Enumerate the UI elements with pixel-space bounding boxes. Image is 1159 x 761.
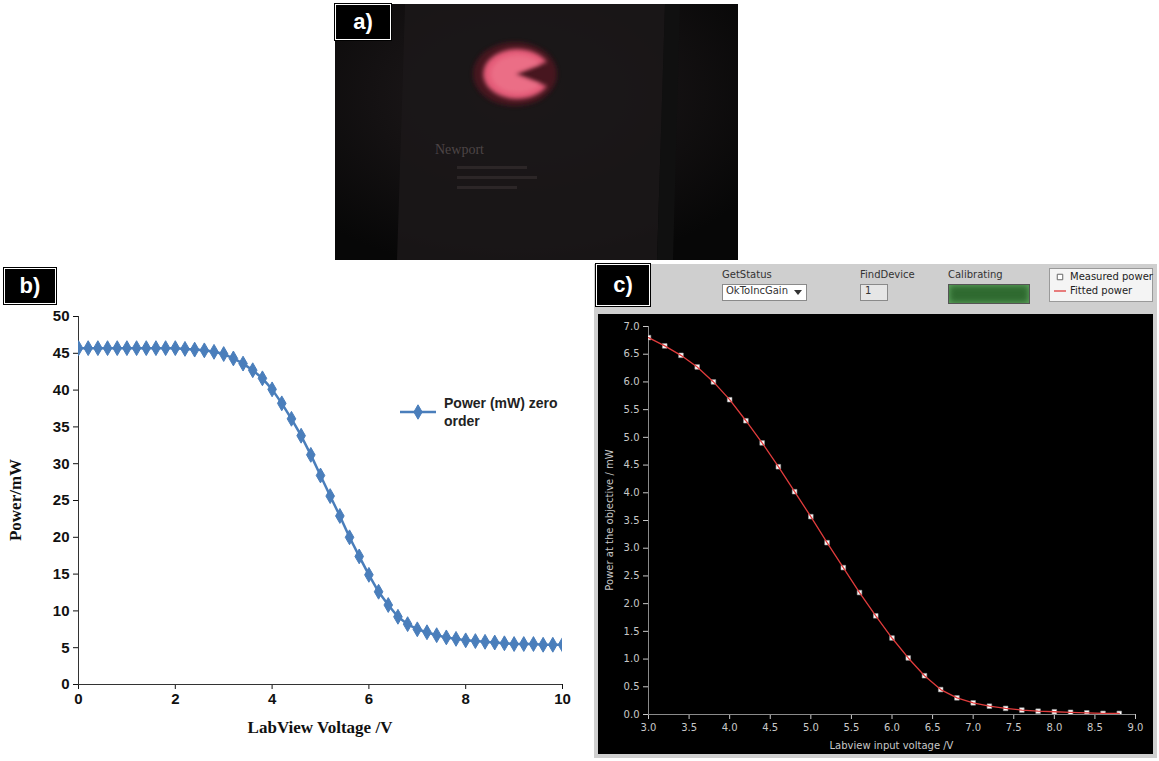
svg-text:5.0: 5.0 <box>624 432 640 443</box>
svg-text:8.0: 8.0 <box>1046 722 1062 733</box>
svg-text:2.0: 2.0 <box>624 598 640 609</box>
svg-text:6.0: 6.0 <box>884 722 900 733</box>
svg-text:3.0: 3.0 <box>641 722 657 733</box>
svg-text:15: 15 <box>53 565 70 582</box>
html-text:c): c) <box>613 272 633 297</box>
svg-text:5: 5 <box>61 639 69 656</box>
html-text:OkToIncGain: OkToIncGain <box>726 285 788 296</box>
svg-text:3.5: 3.5 <box>681 722 697 733</box>
svg-text:5.5: 5.5 <box>624 404 640 415</box>
svg-text:25: 25 <box>53 491 70 508</box>
svg-text:3.5: 3.5 <box>624 515 640 526</box>
html-text:LabView Voltage /V: LabView Voltage /V <box>247 718 393 737</box>
svg-text:4.5: 4.5 <box>762 722 778 733</box>
svg-text:50: 50 <box>53 307 70 324</box>
svg-text:4: 4 <box>268 690 277 707</box>
svg-text:5.5: 5.5 <box>843 722 859 733</box>
html-text:GetStatus: GetStatus <box>722 269 772 280</box>
svg-text:20: 20 <box>53 528 70 545</box>
html-text:Measured power: Measured power <box>1070 271 1153 282</box>
html-text:a): a) <box>353 9 373 34</box>
svg-text:6.5: 6.5 <box>925 722 941 733</box>
html-text:Power/mW: Power/mW <box>6 458 25 542</box>
html-text:Fitted power: Fitted power <box>1070 285 1133 296</box>
svg-text:6.5: 6.5 <box>624 348 640 359</box>
svg-text:0: 0 <box>61 675 69 692</box>
svg-text:0: 0 <box>74 690 82 707</box>
svg-text:4.5: 4.5 <box>624 459 640 470</box>
svg-text:6: 6 <box>365 690 373 707</box>
svg-text:8: 8 <box>462 690 470 707</box>
svg-text:6.0: 6.0 <box>624 376 640 387</box>
svg-text:0.0: 0.0 <box>624 709 640 720</box>
html-text:Power at the objective / mW: Power at the objective / mW <box>603 449 615 591</box>
svg-text:0.5: 0.5 <box>624 681 640 692</box>
svg-text:8.5: 8.5 <box>1087 722 1103 733</box>
html-text:Labview input voltage /V: Labview input voltage /V <box>829 740 954 751</box>
html-text:Power (mW) zero order: Power (mW) zero order <box>444 395 558 429</box>
html-text:Calibrating: Calibrating <box>948 269 1003 280</box>
svg-text:3.0: 3.0 <box>624 542 640 553</box>
svg-text:7.5: 7.5 <box>1006 722 1022 733</box>
svg-text:4.0: 4.0 <box>722 722 738 733</box>
html-text:1: 1 <box>865 285 872 296</box>
svg-text:7.0: 7.0 <box>965 722 981 733</box>
svg-text:9.0: 9.0 <box>1128 722 1144 733</box>
svg-text:45: 45 <box>53 344 70 361</box>
html-text:b): b) <box>19 273 41 298</box>
svg-text:5.0: 5.0 <box>803 722 819 733</box>
svg-text:40: 40 <box>53 381 70 398</box>
svg-text:10: 10 <box>53 602 70 619</box>
html-text:FindDevice: FindDevice <box>860 269 915 280</box>
svg-text:7.0: 7.0 <box>624 321 640 332</box>
svg-text:Newport: Newport <box>435 142 484 157</box>
svg-text:1.5: 1.5 <box>624 626 640 637</box>
svg-text:35: 35 <box>53 418 70 435</box>
svg-text:1.0: 1.0 <box>624 653 640 664</box>
svg-text:2.5: 2.5 <box>624 570 640 581</box>
svg-text:4.0: 4.0 <box>624 487 640 498</box>
svg-text:30: 30 <box>53 455 70 472</box>
svg-text:2: 2 <box>171 690 179 707</box>
svg-text:10: 10 <box>554 690 571 707</box>
